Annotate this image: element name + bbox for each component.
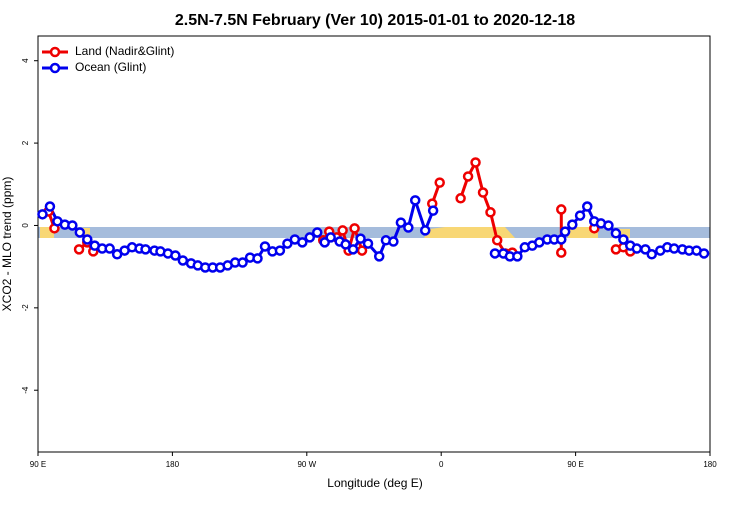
legend-marker [49, 62, 61, 74]
data-point [67, 220, 78, 231]
data-point [409, 195, 421, 206]
data-point [252, 253, 263, 264]
data-point [419, 225, 431, 236]
x-tick-label: 90 E [567, 460, 583, 469]
data-point [312, 227, 323, 238]
x-tick-label: 90 W [297, 460, 316, 469]
data-point [355, 233, 366, 244]
data-point [556, 204, 567, 215]
data-point [556, 247, 567, 258]
y-tick-label: -2 [21, 304, 30, 312]
data-point [373, 251, 385, 262]
data-point [259, 241, 271, 252]
data-point [698, 248, 710, 259]
data-point [44, 201, 56, 212]
data-point [388, 236, 399, 247]
y-tick-label: 4 [21, 58, 30, 63]
x-axis-label: Longitude (deg E) [327, 476, 422, 490]
legend-marker [49, 46, 61, 58]
x-tick-label: 0 [439, 460, 444, 469]
data-point [618, 234, 629, 245]
land-patch [424, 227, 515, 238]
data-point [140, 244, 151, 255]
data-point [237, 257, 248, 268]
y-tick-label: 2 [21, 140, 30, 145]
data-point [340, 239, 351, 250]
data-point [274, 245, 286, 256]
land-patch [568, 227, 598, 238]
data-point [297, 237, 308, 248]
data-point [581, 201, 593, 212]
data-point [477, 187, 489, 198]
chart-title: 2.5N-7.5N February (Ver 10) 2015-01-01 t… [175, 12, 575, 29]
data-point [356, 245, 368, 256]
data-point [104, 243, 115, 254]
data-point [489, 248, 501, 259]
legend-label: Land (Nadir&Glint) [75, 44, 174, 58]
y-tick-label: -4 [21, 386, 30, 394]
data-point [640, 244, 651, 255]
data-point [485, 207, 496, 218]
data-point [491, 235, 503, 246]
x-tick-label: 90 E [30, 460, 46, 469]
data-point [427, 205, 439, 216]
y-axis-label: XCO2 - MLO trend (ppm) [0, 177, 14, 312]
data-point [462, 171, 474, 182]
data-point [349, 223, 360, 234]
data-point [646, 249, 658, 260]
data-point [73, 244, 85, 255]
data-point [556, 234, 567, 245]
data-point [304, 232, 316, 243]
data-point [610, 228, 622, 239]
data-point [567, 219, 578, 230]
data-point [403, 222, 414, 233]
data-point [82, 234, 93, 245]
data-point [603, 220, 614, 231]
land-patch [40, 227, 54, 238]
data-point [559, 226, 571, 237]
data-point [574, 210, 586, 221]
data-point [631, 243, 643, 254]
data-point [362, 238, 374, 249]
data-point [37, 209, 48, 220]
data-point [177, 255, 189, 266]
y-tick-label: 0 [21, 223, 30, 228]
ocean-strip [38, 227, 710, 238]
data-point [470, 157, 481, 168]
data-point [170, 250, 181, 261]
plot: 90 E 180 90 W 0 90 E 180 -4 -2 0 2 4 Land (Nadir&Gl… [21, 44, 717, 469]
data-point [337, 225, 348, 236]
data-point [74, 227, 86, 238]
x-tick-label: 180 [703, 460, 717, 469]
plot-frame [37, 35, 711, 453]
legend-label: Ocean (Glint) [75, 60, 146, 74]
data-point [282, 238, 293, 249]
data-point [395, 217, 407, 228]
data-point [434, 177, 445, 188]
data-point [455, 193, 466, 204]
data-point [512, 251, 523, 262]
x-tick-label: 180 [166, 460, 180, 469]
data-point [347, 244, 359, 255]
data-point [325, 232, 336, 243]
data-point [668, 243, 680, 254]
